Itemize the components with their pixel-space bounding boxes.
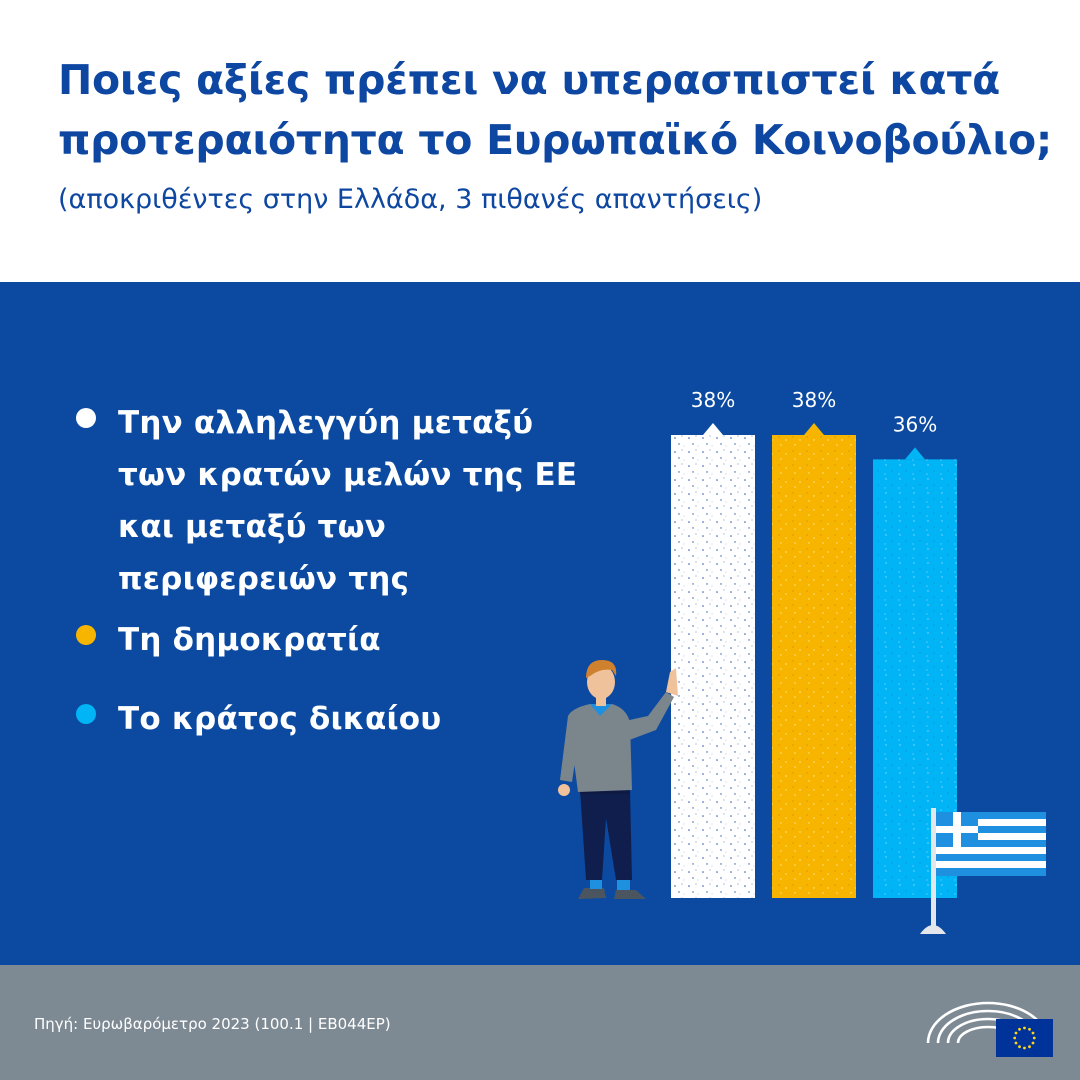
- bar-pointer: [905, 447, 925, 460]
- bar-democracy: [772, 435, 856, 898]
- legend-line: και μεταξύ των: [118, 509, 387, 545]
- legend-label-rule-of-law: Το κράτος δικαίου: [118, 693, 441, 745]
- legend-label-solidarity: Την αλληλεγγύη μεταξύ των κρατών μελών τ…: [118, 397, 577, 605]
- legend-line: Την αλληλεγγύη μεταξύ: [118, 405, 534, 441]
- header: Ποιες αξίες πρέπει να υπερασπιστεί κατά …: [0, 0, 1080, 282]
- title-line-2: προτεραιότητα το Ευρωπαϊκό Κοινοβούλιο;: [58, 116, 1052, 164]
- bar-pointer: [703, 423, 723, 435]
- bars: 38% 38% 36%: [671, 388, 957, 898]
- legend-dot-white: [76, 408, 96, 428]
- person-illustration: [558, 660, 678, 899]
- data-label: 38%: [691, 388, 735, 412]
- eu-flag-icon: [996, 1019, 1053, 1057]
- legend-line: περιφερειών της: [118, 561, 410, 597]
- source-note: Πηγή: Ευρωβαρόμετρο 2023 (100.1 | EB044E…: [34, 1015, 391, 1033]
- data-label: 38%: [792, 388, 836, 412]
- footer: Πηγή: Ευρωβαρόμετρο 2023 (100.1 | EB044E…: [0, 965, 1080, 1080]
- legend-item-solidarity: Την αλληλεγγύη μεταξύ των κρατών μελών τ…: [76, 397, 577, 605]
- subtitle: (αποκριθέντες στην Ελλάδα, 3 πιθανές απα…: [58, 184, 763, 215]
- legend-label-democracy: Τη δημοκρατία: [118, 614, 381, 666]
- bar-pointer: [804, 423, 824, 435]
- greek-flag-icon: [920, 808, 1046, 934]
- legend-dot-cyan: [76, 704, 96, 724]
- european-parliament-logo: [926, 1001, 1053, 1057]
- legend-line: Το κράτος δικαίου: [118, 701, 442, 737]
- title-line-1: Ποιες αξίες πρέπει να υπερασπιστεί κατά: [58, 56, 1000, 104]
- legend-item-democracy: Τη δημοκρατία: [76, 614, 381, 666]
- legend-item-rule-of-law: Το κράτος δικαίου: [76, 693, 441, 745]
- legend-line: των κρατών μελών της ΕΕ: [118, 457, 578, 493]
- legend-dot-yellow: [76, 625, 96, 645]
- data-label: 36%: [893, 412, 937, 436]
- legend-line: Τη δημοκρατία: [118, 622, 381, 658]
- bar-solidarity: [671, 435, 755, 898]
